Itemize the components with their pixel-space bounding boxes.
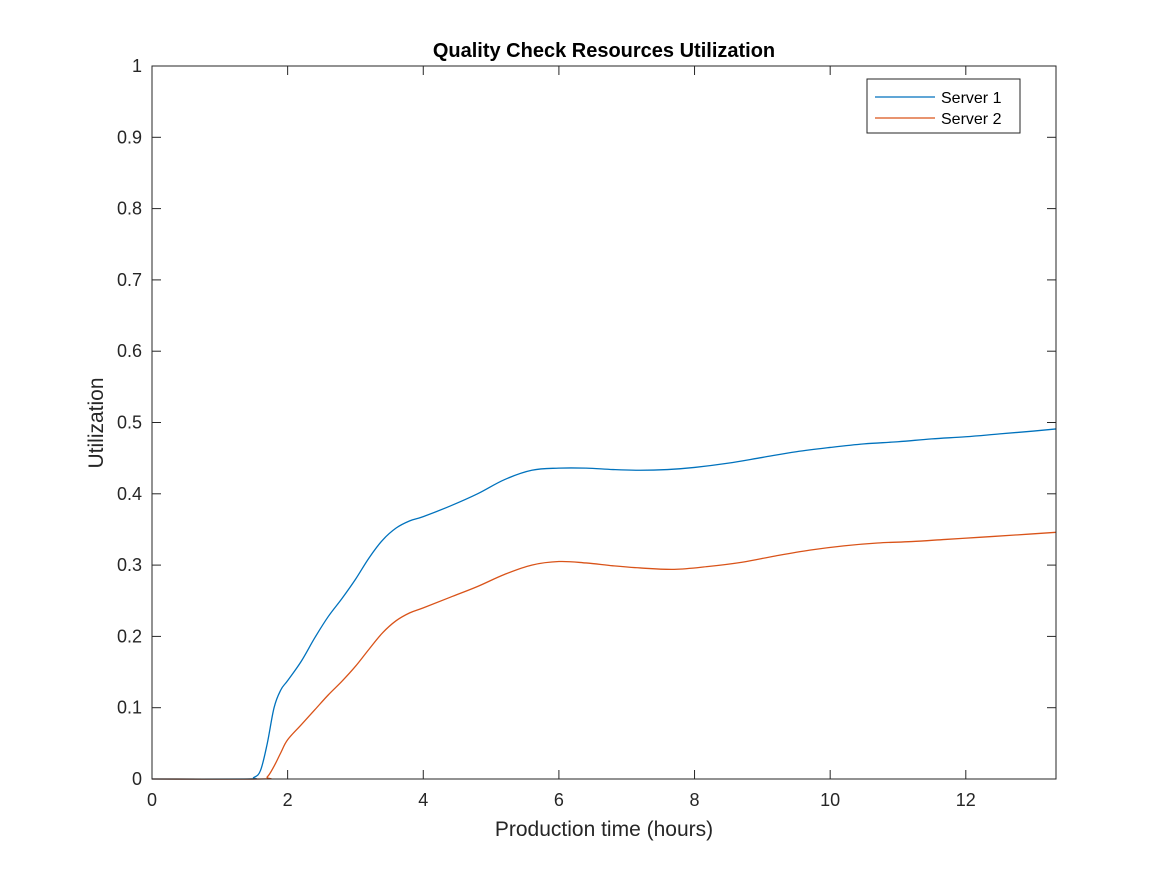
- y-tick-label: 0.4: [117, 484, 142, 504]
- legend: Server 1 Server 2: [866, 78, 1021, 134]
- series-line-server-1: [151, 428, 1057, 780]
- x-tick-label: 2: [283, 790, 293, 810]
- y-tick-label: 0.8: [117, 199, 142, 219]
- x-tick-label: 12: [956, 790, 976, 810]
- chart-title: Quality Check Resources Utilization: [433, 40, 775, 62]
- y-tick-label: 0.6: [117, 341, 142, 361]
- x-tick-label: 0: [147, 790, 157, 810]
- x-tick-label: 10: [820, 790, 840, 810]
- y-tick-label: 0.7: [117, 270, 142, 290]
- y-tick-label: 0: [132, 769, 142, 789]
- x-axis-label: Production time (hours): [495, 818, 713, 841]
- x-tick-label: 6: [554, 790, 564, 810]
- legend-box: [866, 78, 1021, 134]
- y-tick-label: 0.1: [117, 698, 142, 718]
- legend-label-server-2: Server 2: [941, 111, 1002, 128]
- x-tick-label: 4: [418, 790, 428, 810]
- y-tick-label: 0.3: [117, 555, 142, 575]
- y-tick-label: 1: [132, 56, 142, 76]
- x-tick-label: 8: [690, 790, 700, 810]
- y-tick-label: 0.5: [117, 413, 142, 433]
- legend-label-server-1: Server 1: [941, 90, 1002, 107]
- plot-background: [152, 66, 1056, 779]
- y-axis-label: Utilization: [85, 377, 108, 468]
- x-tick-labels: 0 2 4 6 8 10 12: [147, 790, 976, 810]
- tick-marks: [151, 65, 1056, 780]
- y-tick-label: 0.9: [117, 127, 142, 147]
- y-tick-label: 0.2: [117, 626, 142, 646]
- plot-area: [152, 66, 1056, 779]
- y-tick-labels: 0 0.1 0.2 0.3 0.4 0.5 0.6 0.7 0.8 0.9 1: [117, 56, 142, 789]
- series-line-server-2: [151, 531, 1057, 780]
- series-lines: [151, 428, 1057, 780]
